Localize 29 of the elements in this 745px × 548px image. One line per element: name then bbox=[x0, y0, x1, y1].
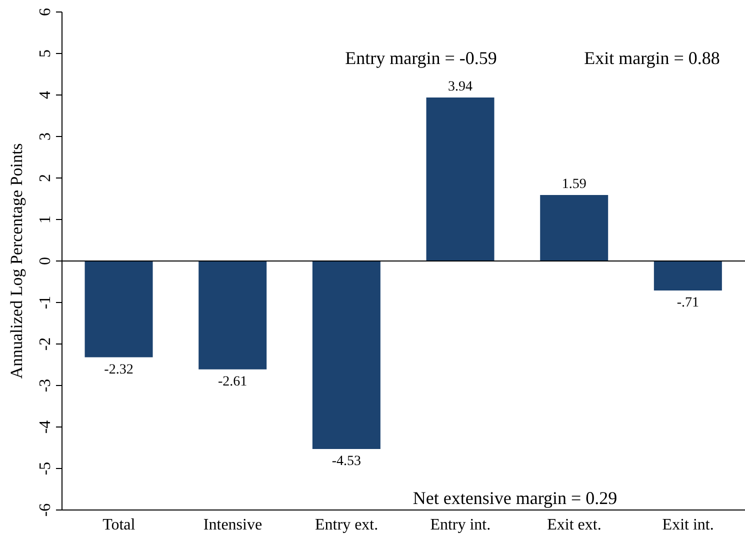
data-label: -2.61 bbox=[218, 374, 248, 390]
data-label: -.71 bbox=[676, 295, 700, 310]
x-tick-label: Total bbox=[102, 516, 136, 534]
x-tick-label: Exit ext. bbox=[547, 516, 602, 534]
y-tick-label: -3 bbox=[37, 378, 54, 392]
y-tick-label: 6 bbox=[37, 8, 54, 16]
data-label: -2.32 bbox=[104, 362, 134, 378]
x-tick-label: Entry int. bbox=[430, 516, 491, 534]
data-label: -4.53 bbox=[332, 454, 362, 469]
data-label: 3.94 bbox=[448, 79, 473, 94]
y-tick-label: -6 bbox=[37, 503, 54, 517]
y-tick-label: -5 bbox=[37, 462, 54, 476]
data-label: 1.59 bbox=[562, 177, 586, 192]
annotation: Net extensive margin = 0.29 bbox=[412, 488, 618, 509]
y-tick-label: -4 bbox=[37, 420, 54, 434]
annotation: Entry margin = -0.59 bbox=[345, 48, 497, 69]
y-tick-label: 2 bbox=[37, 174, 54, 182]
y-tick-label: 0 bbox=[37, 257, 54, 265]
x-tick-label: Entry ext. bbox=[315, 516, 378, 534]
y-tick-label: 3 bbox=[37, 132, 54, 140]
y-tick-label: 1 bbox=[37, 216, 54, 224]
y-tick-label: -1 bbox=[37, 296, 54, 310]
y-tick-label: -2 bbox=[37, 337, 54, 351]
x-tick-label: Intensive bbox=[203, 516, 262, 534]
y-tick-label: 5 bbox=[37, 50, 54, 58]
y-tick-label: 4 bbox=[37, 91, 54, 99]
annotation: Exit margin = 0.88 bbox=[584, 48, 720, 69]
x-tick-label: Exit int. bbox=[662, 516, 714, 534]
y-axis-title: Annualized Log Percentage Points bbox=[7, 143, 26, 379]
